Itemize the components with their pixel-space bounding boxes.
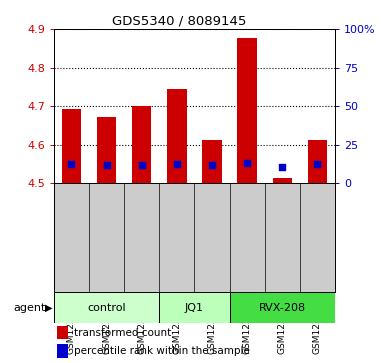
Point [174, 161, 180, 167]
Bar [308, 140, 327, 183]
Point [244, 160, 250, 166]
Bar [203, 140, 222, 183]
Text: ▶: ▶ [45, 303, 52, 313]
Point [69, 162, 75, 167]
Bar [57, 344, 68, 358]
Text: agent: agent [14, 303, 46, 313]
Bar [238, 37, 257, 183]
Text: percentile rank within the sample: percentile rank within the sample [74, 346, 249, 356]
Bar [54, 292, 159, 323]
Bar [57, 326, 68, 339]
Bar [229, 292, 335, 323]
Point [279, 164, 285, 170]
Bar [273, 178, 292, 183]
Bar [132, 106, 151, 183]
Text: transformed count: transformed count [74, 327, 171, 338]
Bar [62, 109, 81, 183]
Point [314, 162, 320, 167]
Point [104, 162, 110, 168]
Text: RVX-208: RVX-208 [259, 303, 306, 313]
Text: GDS5340 / 8089145: GDS5340 / 8089145 [112, 14, 246, 27]
Text: JQ1: JQ1 [185, 303, 204, 313]
Point [209, 162, 215, 168]
Bar [159, 292, 229, 323]
Bar [167, 89, 186, 183]
Point [139, 162, 145, 168]
Text: control: control [87, 303, 126, 313]
Bar [97, 117, 116, 183]
